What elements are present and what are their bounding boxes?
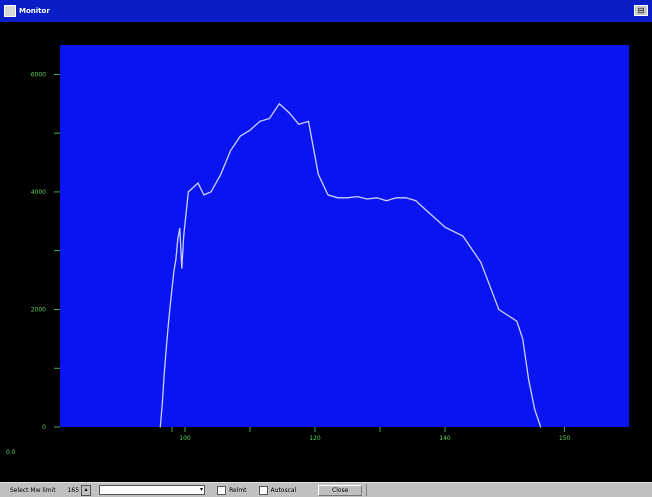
data-point — [181, 267, 183, 269]
data-point — [346, 197, 349, 199]
data-point — [179, 227, 181, 229]
chart: 0 2000 4000 6000 100 120 140 150 0.0 — [6, 45, 629, 456]
data-point — [317, 173, 319, 175]
data-point — [395, 197, 397, 199]
window-title: Monitor — [19, 7, 50, 15]
mode-select[interactable]: ▾ — [99, 485, 206, 495]
data-point — [183, 235, 185, 237]
data-point — [249, 129, 251, 131]
data-point — [177, 238, 179, 240]
data-point — [220, 173, 222, 175]
y-tick-label: 0 — [42, 424, 46, 431]
restore-button[interactable]: ⊟ — [634, 5, 648, 16]
title-bar: Monitor ⊟ — [0, 0, 652, 22]
limit-value[interactable]: 165 — [67, 486, 80, 494]
data-point — [522, 338, 524, 340]
data-point — [434, 217, 436, 219]
app-icon — [4, 5, 16, 17]
tick-marks — [54, 73, 565, 432]
autoscale-checkbox-label: Autoscal — [270, 486, 297, 494]
data-point — [424, 209, 427, 211]
data-point — [376, 197, 378, 199]
x-origin-label: 0.0 — [6, 449, 16, 456]
y-tick-label: 4000 — [31, 189, 46, 196]
data-point — [259, 120, 261, 122]
data-point — [163, 373, 165, 375]
data-point — [337, 197, 339, 199]
data-point — [356, 196, 358, 198]
data-point — [175, 258, 177, 261]
x-tick-label: 140 — [439, 435, 451, 442]
data-point — [528, 379, 530, 381]
data-point — [169, 305, 171, 308]
data-point — [540, 426, 542, 428]
y-tick-label: 6000 — [31, 71, 46, 78]
data-point — [171, 288, 173, 290]
x-tick-label: 100 — [179, 435, 191, 442]
status-bar: Select Mw limit 165 ▴ ▾ Relmt Autoscal C… — [0, 482, 652, 497]
y-tick-labels: 0 2000 4000 6000 — [31, 71, 46, 431]
data-point — [229, 150, 232, 152]
data-point — [298, 123, 300, 125]
autoscale-checkbox-box[interactable] — [258, 485, 268, 495]
data-point — [165, 350, 167, 352]
data-point — [415, 200, 417, 202]
x-tick-label: 150 — [559, 435, 571, 442]
relmt-checkbox-box[interactable] — [217, 485, 227, 495]
relmt-checkbox[interactable]: Relmt — [217, 485, 247, 495]
y-tick-label: 2000 — [31, 306, 46, 313]
autoscale-checkbox[interactable]: Autoscal — [258, 485, 297, 495]
limit-label: Select Mw limit — [10, 486, 56, 494]
plot-area — [60, 45, 629, 427]
data-point — [278, 103, 280, 105]
data-point — [167, 326, 169, 328]
data-point — [203, 194, 205, 196]
limit-spinner[interactable]: ▴ — [81, 484, 92, 496]
data-point — [462, 235, 464, 237]
data-point — [516, 320, 518, 322]
series-points — [159, 103, 542, 428]
data-point — [327, 194, 329, 196]
close-button[interactable]: Close — [318, 484, 363, 496]
data-point — [366, 198, 368, 200]
data-point — [161, 402, 163, 405]
relmt-checkbox-label: Relmt — [229, 486, 247, 494]
data-point — [534, 408, 536, 410]
data-point — [498, 308, 500, 311]
data-point — [480, 261, 482, 263]
separator — [366, 484, 368, 496]
data-point — [405, 197, 407, 199]
data-point — [197, 182, 199, 184]
data-point — [307, 120, 310, 122]
data-point — [268, 117, 271, 120]
x-tick-labels: 100 120 140 150 — [179, 435, 570, 442]
data-point — [239, 135, 241, 137]
data-point — [288, 112, 290, 114]
chevron-down-icon[interactable]: ▾ — [200, 486, 204, 493]
data-point — [159, 426, 161, 428]
data-point — [385, 200, 388, 202]
data-point — [210, 191, 212, 193]
data-point — [444, 226, 446, 228]
data-point — [187, 191, 189, 193]
x-tick-label: 120 — [309, 435, 321, 442]
data-point — [173, 270, 175, 272]
